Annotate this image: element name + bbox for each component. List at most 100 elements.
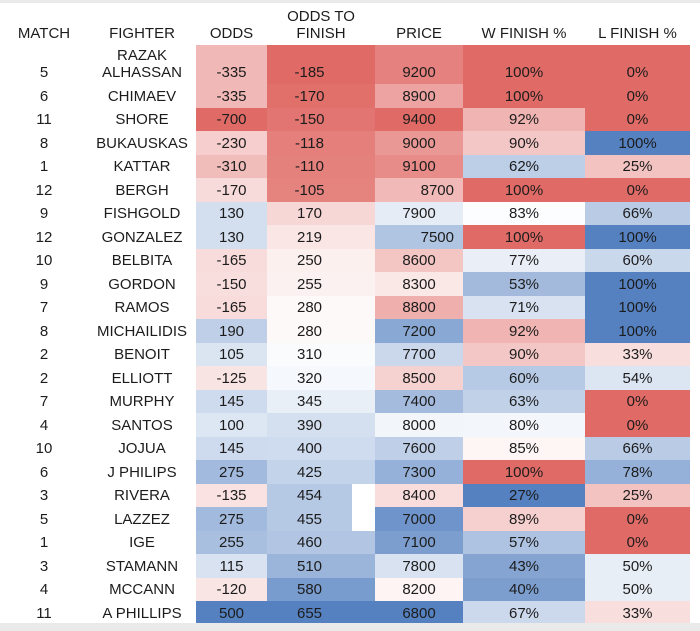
- cell-spacer: [352, 84, 375, 108]
- table-row: 5 RAZAK ALHASSAN -335 -185 9200 100% 0%: [0, 45, 700, 84]
- cell-match: 6: [39, 463, 49, 481]
- cell-match: 4: [39, 581, 49, 598]
- cell-l-finish: 100%: [585, 295, 690, 319]
- table-row: 2 BENOIT 105 310 7700 90% 33%: [0, 342, 700, 366]
- cell-fighter: RAZAK ALHASSAN: [101, 47, 183, 81]
- cell-w-finish: 57%: [463, 530, 585, 554]
- table-row: 8 MICHAILIDIS 190 280 7200 92% 100%: [0, 319, 700, 343]
- cell-fighter: BUKAUSKAS: [96, 134, 188, 152]
- cell-odds: 105: [196, 342, 267, 366]
- cell-odds: -165: [196, 248, 267, 272]
- cell-match: 3: [39, 487, 49, 504]
- cell-odds-to-finish: 580: [267, 577, 352, 601]
- cell-fighter: SHORE: [115, 111, 169, 128]
- cell-match: 9: [39, 275, 49, 293]
- cell-l-finish: 0%: [585, 107, 690, 131]
- cell-odds-to-finish: 310: [267, 342, 352, 366]
- cell-odds-to-finish: 655: [267, 601, 352, 625]
- cell-w-finish: 60%: [463, 366, 585, 390]
- cell-w-finish: 71%: [463, 295, 585, 319]
- table-row: 5 LAZZEZ 275 455 7000 89% 0%: [0, 507, 700, 531]
- cell-w-finish: 100%: [463, 45, 585, 84]
- cell-odds: 145: [196, 436, 267, 460]
- cell-match: 7: [39, 299, 49, 316]
- table-row: 10 JOJUA 145 400 7600 85% 66%: [0, 436, 700, 460]
- cell-spacer: [352, 178, 375, 202]
- cell-l-finish: 100%: [585, 131, 690, 155]
- cell-odds: -700: [196, 107, 267, 131]
- cell-odds-to-finish: -110: [267, 154, 352, 178]
- cell-l-finish: 25%: [585, 483, 690, 507]
- bottom-edge-band: [0, 623, 700, 631]
- cell-l-finish: 50%: [585, 577, 690, 601]
- cell-match: 10: [35, 252, 53, 269]
- cell-match: 11: [36, 111, 52, 128]
- cell-l-finish: 0%: [585, 84, 690, 108]
- cell-odds-to-finish: 345: [267, 389, 352, 413]
- cell-match: 5: [39, 510, 49, 528]
- col-header-l-finish-pct: L FINISH %: [598, 25, 677, 42]
- cell-odds-to-finish: 280: [267, 295, 352, 319]
- cell-spacer: [352, 577, 375, 601]
- cell-l-finish: 100%: [585, 272, 690, 296]
- cell-w-finish: 27%: [463, 483, 585, 507]
- col-header-odds: ODDS: [209, 25, 254, 42]
- cell-fighter: MURPHY: [109, 393, 175, 410]
- cell-spacer: [352, 554, 375, 578]
- cell-price: 6800: [375, 601, 463, 625]
- cell-odds: 145: [196, 389, 267, 413]
- cell-price: 7900: [375, 201, 463, 225]
- cell-w-finish: 62%: [463, 154, 585, 178]
- cell-match: 11: [36, 604, 52, 622]
- cell-odds-to-finish: 510: [267, 554, 352, 578]
- table-row: 4 SANTOS 100 390 8000 80% 0%: [0, 413, 700, 437]
- cell-match: 8: [39, 134, 49, 152]
- table-row: 12 BERGH -170 -105 8700 100% 0%: [0, 178, 700, 202]
- table-header: MATCH FIGHTER ODDS ODDS TO FINISH PRICE …: [0, 3, 700, 45]
- cell-l-finish: 60%: [585, 248, 690, 272]
- cell-odds: -120: [196, 577, 267, 601]
- cell-w-finish: 89%: [463, 507, 585, 531]
- cell-odds: 255: [196, 530, 267, 554]
- cell-match: 1: [39, 534, 49, 551]
- cell-price: 9200: [375, 45, 463, 84]
- cell-odds-to-finish: -105: [267, 178, 352, 202]
- cell-l-finish: 66%: [585, 436, 690, 460]
- cell-price: 8900: [375, 84, 463, 108]
- cell-odds-to-finish: -150: [267, 107, 352, 131]
- cell-odds-to-finish: 170: [267, 201, 352, 225]
- cell-odds: 115: [196, 554, 267, 578]
- cell-odds-to-finish: 390: [267, 413, 352, 437]
- cell-w-finish: 80%: [463, 413, 585, 437]
- cell-odds: -150: [196, 272, 267, 296]
- cell-odds: -165: [196, 295, 267, 319]
- cell-l-finish: 33%: [585, 342, 690, 366]
- cell-price: 8400: [375, 483, 463, 507]
- table-row: 3 STAMANN 115 510 7800 43% 50%: [0, 554, 700, 578]
- cell-fighter: MCCANN: [109, 581, 175, 598]
- cell-fighter: CHIMAEV: [107, 87, 177, 105]
- cell-l-finish: 54%: [585, 366, 690, 390]
- cell-spacer: [352, 530, 375, 554]
- cell-price: 8000: [375, 413, 463, 437]
- cell-odds-to-finish: 400: [267, 436, 352, 460]
- cell-spacer: [352, 201, 375, 225]
- cell-fighter: GORDON: [108, 275, 176, 293]
- cell-w-finish: 100%: [463, 225, 585, 249]
- table-row: 9 FISHGOLD 130 170 7900 83% 66%: [0, 201, 700, 225]
- cell-odds: -135: [196, 483, 267, 507]
- table-row: 6 CHIMAEV -335 -170 8900 100% 0%: [0, 84, 700, 108]
- cell-spacer: [352, 413, 375, 437]
- cell-odds: 190: [196, 319, 267, 343]
- cell-odds-to-finish: 255: [267, 272, 352, 296]
- cell-fighter: MICHAILIDIS: [96, 322, 187, 340]
- cell-price: 7800: [375, 554, 463, 578]
- cell-spacer: [352, 272, 375, 296]
- cell-spacer: [352, 389, 375, 413]
- col-header-price: PRICE: [396, 25, 442, 42]
- cell-w-finish: 40%: [463, 577, 585, 601]
- cell-match: 6: [39, 87, 49, 105]
- cell-w-finish: 85%: [463, 436, 585, 460]
- table-row: 11 A PHILLIPS 500 655 6800 67% 33%: [0, 601, 700, 625]
- cell-match: 10: [35, 440, 53, 457]
